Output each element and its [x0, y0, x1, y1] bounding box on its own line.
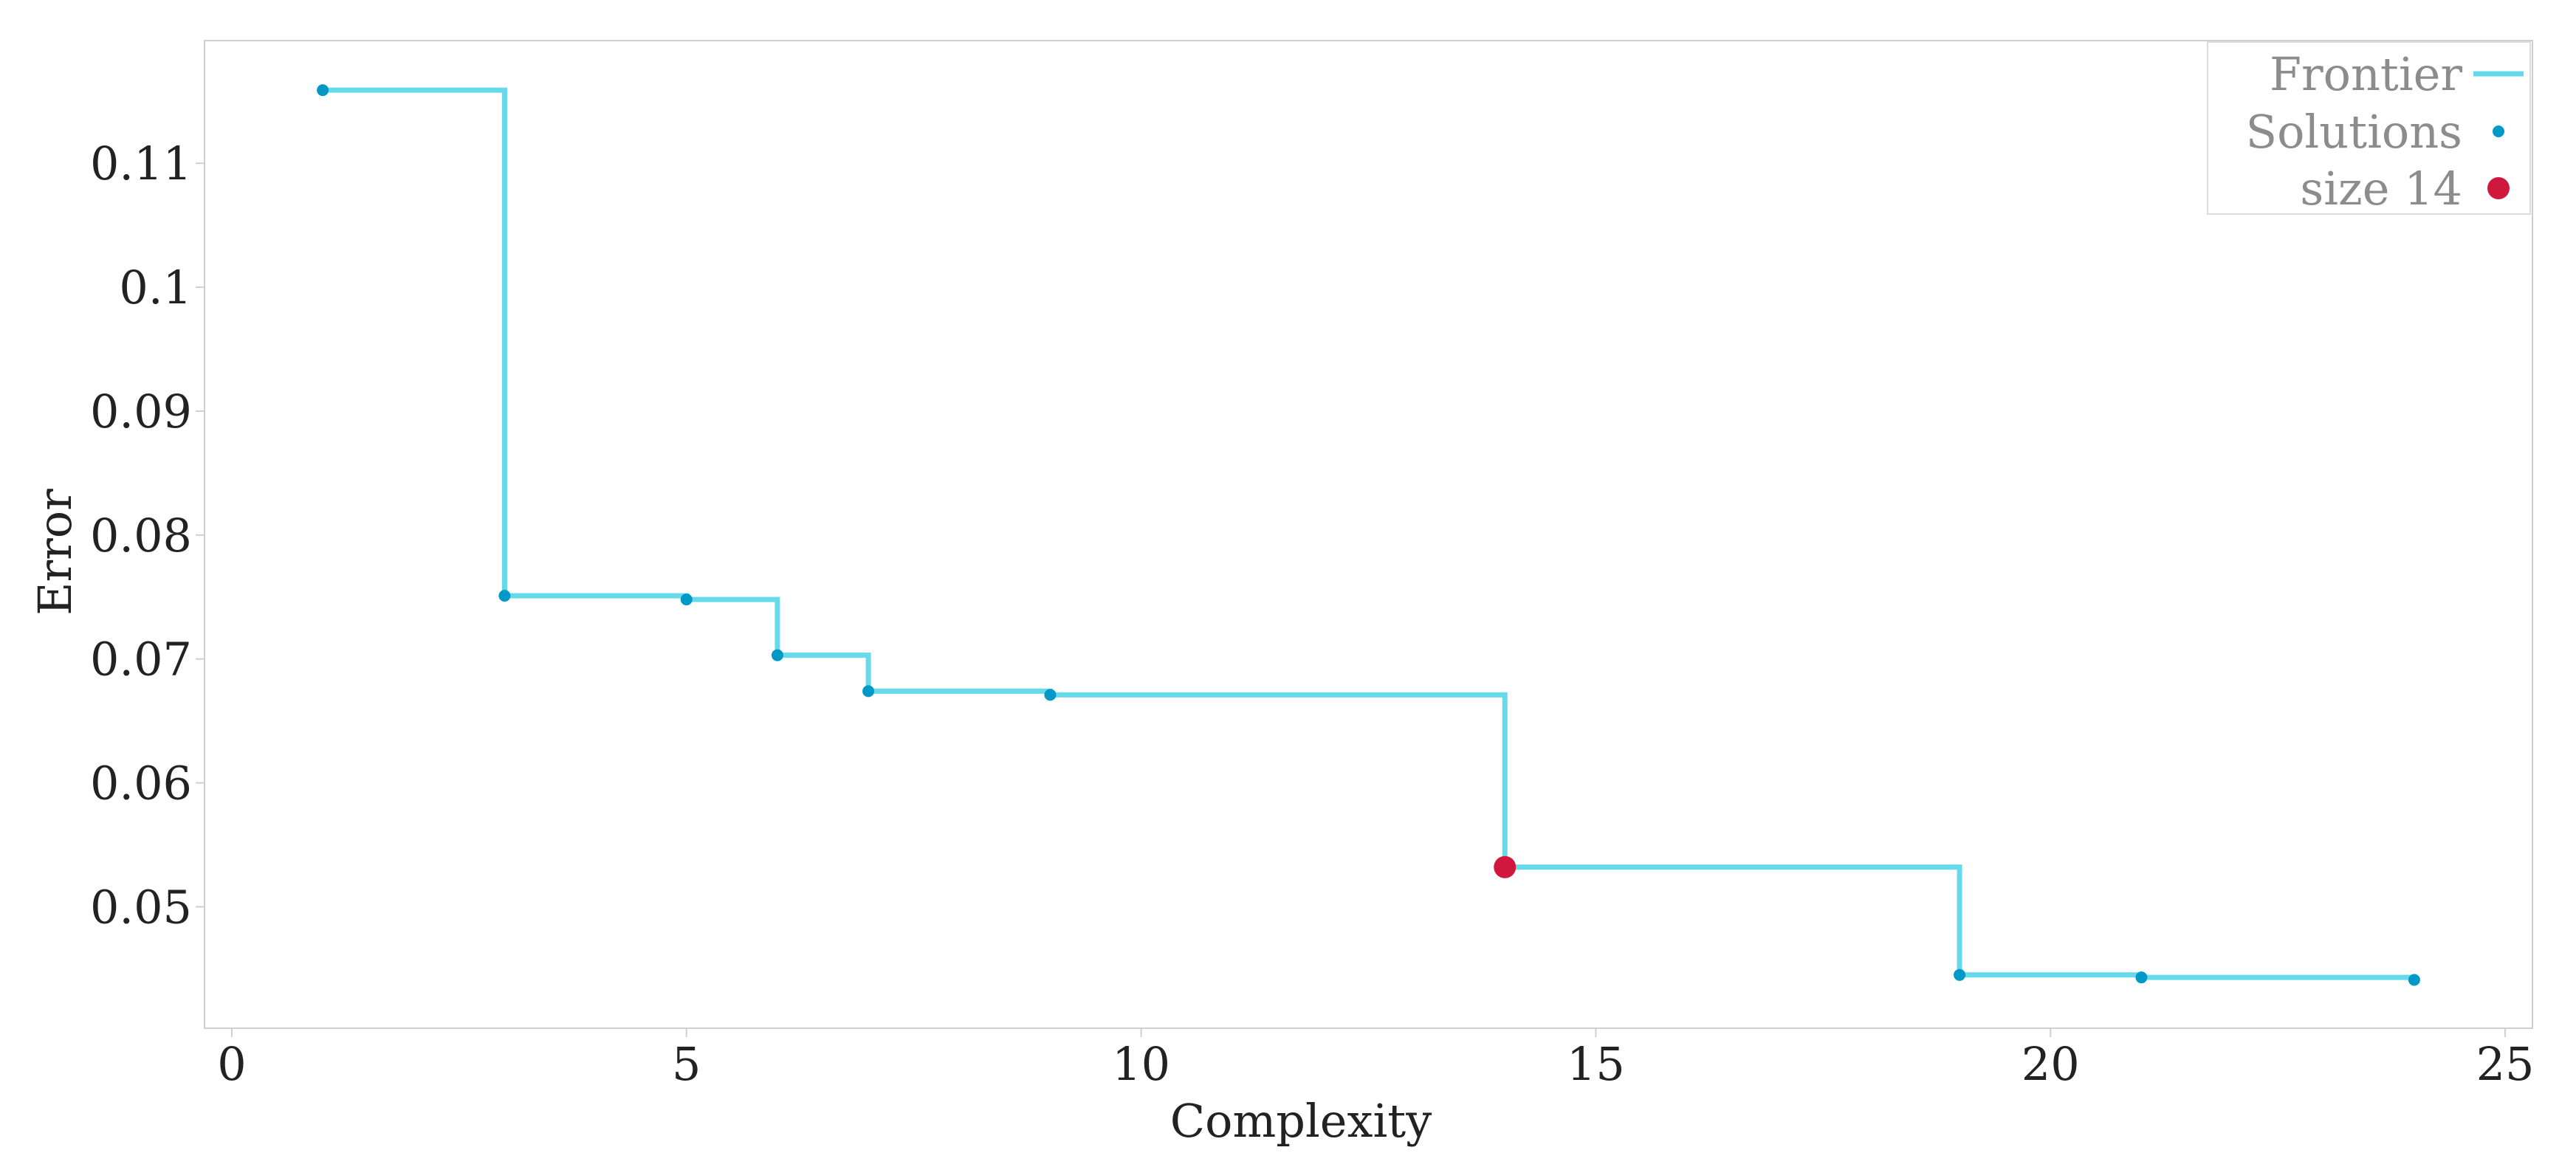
- y-axis-label: Error: [28, 489, 82, 616]
- y-tick-label: 0.08: [90, 509, 192, 562]
- x-axis-label: Complexity: [1170, 1094, 1432, 1148]
- solution-point: [1954, 968, 1966, 981]
- plot-area-frame: [204, 40, 2533, 1029]
- x-tick-label: 25: [2476, 1037, 2535, 1091]
- legend-swatch-size14: [2487, 177, 2510, 199]
- solution-point: [771, 649, 783, 661]
- solution-point: [2408, 974, 2420, 986]
- frontier-step-line: [323, 87, 2417, 980]
- x-tick-label: 5: [672, 1037, 701, 1091]
- solution-point: [1044, 689, 1057, 701]
- x-tick-label: 0: [217, 1037, 246, 1091]
- solution-point: [498, 590, 511, 602]
- series-layer: [317, 84, 2420, 986]
- y-tick-label: 0.1: [119, 261, 192, 314]
- y-tick-label: 0.11: [90, 137, 192, 190]
- solution-point: [317, 84, 329, 97]
- x-tick-label: 10: [1112, 1037, 1170, 1091]
- y-axis-ticks: 0.05 0.06 0.07 0.08 0.09 0.1 0.11: [90, 137, 205, 934]
- legend-label: size 14: [2300, 162, 2462, 216]
- solution-point: [680, 593, 693, 606]
- legend-label: Frontier: [2270, 47, 2462, 101]
- highlight-point: [1494, 856, 1517, 878]
- y-tick-label: 0.09: [90, 385, 192, 438]
- legend-swatch-solutions: [2493, 125, 2504, 137]
- y-tick-label: 0.05: [90, 880, 192, 934]
- x-axis-ticks: 0 5 10 15 20 25: [217, 1028, 2535, 1091]
- y-tick-label: 0.06: [90, 757, 192, 810]
- legend-box: [2207, 41, 2531, 215]
- x-tick-label: 20: [2022, 1037, 2080, 1091]
- y-tick-label: 0.07: [90, 633, 192, 686]
- legend-label: Solutions: [2246, 105, 2462, 159]
- solution-point: [2135, 971, 2148, 984]
- x-tick-label: 15: [1567, 1037, 1625, 1091]
- solution-point: [862, 685, 875, 698]
